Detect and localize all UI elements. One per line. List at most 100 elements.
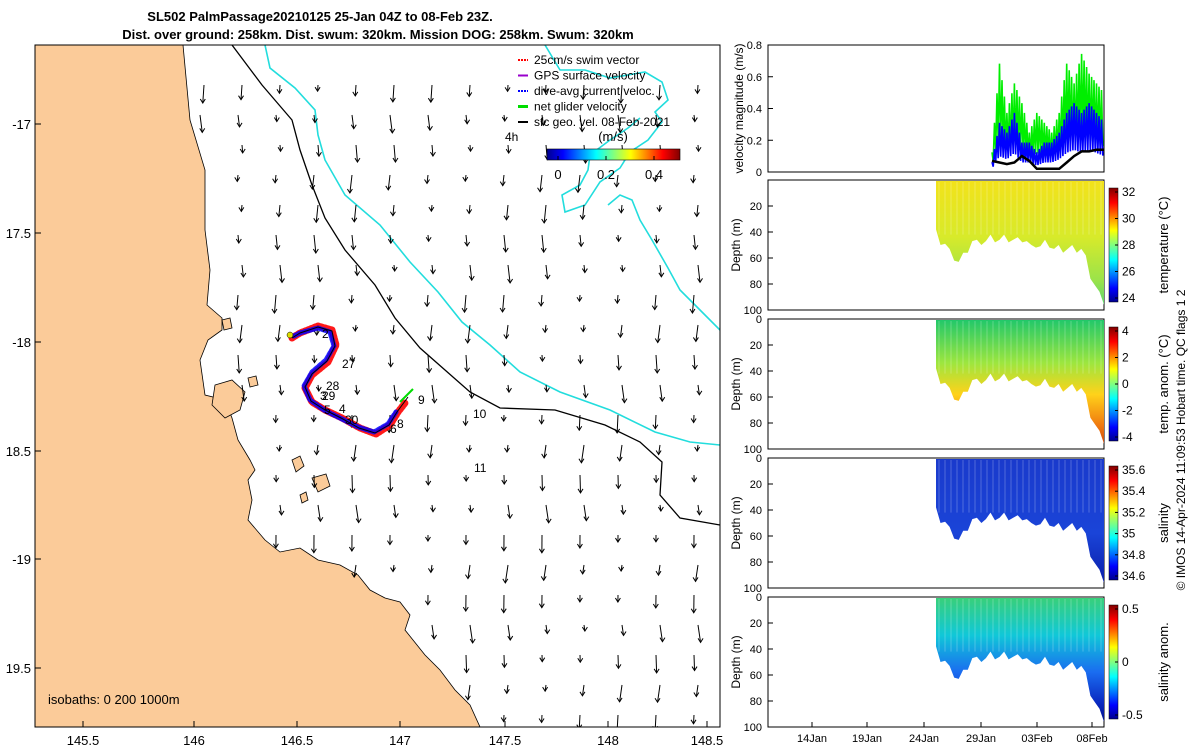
velocity-arrowhead <box>427 125 433 132</box>
velocity-arrow <box>389 234 392 244</box>
velocity-arrow <box>507 264 511 284</box>
velocity-arrowhead <box>463 540 469 546</box>
velocity-arrowhead <box>350 456 357 462</box>
velocity-arrow <box>655 654 658 673</box>
velocity-arrow <box>543 564 547 581</box>
velocity-arrowhead <box>581 268 588 274</box>
velocity-arrow <box>583 504 587 521</box>
velocity-arrow <box>353 204 357 222</box>
velocity-arrowhead <box>654 697 661 704</box>
velocity-arrowhead <box>430 151 436 158</box>
velocity-arrowhead <box>693 692 700 698</box>
temp-anomaly-y-tick-label: 80 <box>750 418 762 430</box>
map-colorbar <box>546 148 681 161</box>
velocity-arrowhead <box>692 364 698 371</box>
velocity-arrowhead <box>541 218 548 224</box>
isobath-label: isobaths: 0 200 1000m <box>48 692 180 707</box>
velocity-arrow <box>355 144 358 163</box>
velocity-arrow <box>505 204 509 220</box>
velocity-arrow <box>621 504 624 515</box>
salinity-anomaly-colorbar-tick-label: -0.5 <box>1122 708 1143 722</box>
velocity-arrowhead <box>351 572 358 579</box>
velocity-arrowhead <box>352 326 359 332</box>
velocity-arrowhead <box>389 97 396 103</box>
velocity-arrow <box>578 414 581 431</box>
velocity-arrowhead <box>469 638 476 644</box>
velocity-arrowhead <box>691 666 698 672</box>
track-day-label: 11 <box>474 461 487 475</box>
velocity-arrow <box>657 564 661 576</box>
velocity-arrowhead <box>349 488 356 494</box>
velocity-arrowhead <box>238 95 244 101</box>
velocity-arrowhead <box>654 122 661 129</box>
velocity-arrow <box>658 444 661 455</box>
velocity-arrow <box>695 684 699 697</box>
velocity-arrow <box>353 564 357 578</box>
velocity-arrow <box>355 504 360 523</box>
velocity-arrow <box>616 414 619 433</box>
temp-anomaly-y-tick-label: 20 <box>750 340 762 352</box>
velocity-arrow <box>581 684 585 696</box>
velocity-arrowhead <box>277 147 284 153</box>
velocity-arrow <box>583 384 587 398</box>
salinity-y-tick-label: 0 <box>756 453 762 465</box>
velocity-arrow <box>505 324 509 339</box>
velocity-arrowhead <box>309 305 316 311</box>
velocity-arrow <box>393 504 397 518</box>
temperature-y-tick-label: 20 <box>750 201 762 213</box>
velocity-arrowhead <box>658 272 665 278</box>
temp-anomaly-y-tick-label: 0 <box>756 314 762 326</box>
salinity-anomaly-panel: 0 20 40 60 80 100 Depth (m) 0.5 0 -0.5 salinity an… <box>729 592 1171 734</box>
velocity-arrowhead <box>582 393 589 399</box>
velocity-arrow <box>539 174 543 192</box>
map-land-island <box>211 379 246 419</box>
temp-anomaly-data-field <box>936 320 1104 444</box>
velocity-arrowhead <box>616 365 622 371</box>
velocity-arrow <box>696 84 699 94</box>
velocity-arrow <box>237 234 240 244</box>
velocity-arrow <box>465 234 468 247</box>
velocity-arrow <box>274 174 277 183</box>
velocity-arrow <box>275 234 278 250</box>
velocity-arrow <box>317 144 320 157</box>
velocity-arrowhead <box>691 117 698 123</box>
velocity-arrowhead <box>576 724 583 727</box>
map-x-tick-label: 148 <box>597 733 619 748</box>
velocity-arrow <box>389 354 392 367</box>
velocity-arrow <box>392 84 395 102</box>
velocity-arrowhead <box>500 416 507 423</box>
velocity-arrow <box>583 264 586 273</box>
map-land-island <box>247 375 259 388</box>
velocity-arrowhead <box>272 543 279 549</box>
velocity-arrowhead <box>696 510 703 516</box>
velocity-arrowhead <box>544 387 550 393</box>
velocity-arrow <box>697 384 700 395</box>
velocity-arrowhead <box>652 603 659 609</box>
velocity-arrowhead <box>541 453 548 459</box>
salinity-data-field <box>936 459 1104 583</box>
velocity-arrowhead <box>618 208 625 214</box>
velocity-arrowhead <box>461 307 468 314</box>
velocity-arrowhead <box>466 92 473 98</box>
velocity-arrowhead <box>239 148 246 154</box>
velocity-arrow <box>465 114 468 124</box>
velocity-arrowhead <box>617 98 624 104</box>
track-day-label: 6 <box>390 422 397 436</box>
velocity-arrowhead <box>693 212 700 218</box>
velocity-arrow <box>654 714 657 727</box>
velocity-arrowhead <box>385 185 392 191</box>
velocity-arrowhead <box>538 548 545 554</box>
velocity-arrow <box>465 354 468 372</box>
velocity-arrowhead <box>273 117 280 123</box>
velocity-arrowhead <box>694 446 701 452</box>
velocity-arrow <box>355 384 358 395</box>
velocity-arrow <box>469 384 473 399</box>
glider-track <box>288 322 414 438</box>
velocity-arrowhead <box>390 567 396 573</box>
velocity-arrow <box>427 114 431 131</box>
velocity-arrowhead <box>465 574 471 580</box>
velocity-arrowhead <box>617 332 624 339</box>
velocity-arrowhead <box>354 271 361 277</box>
velocity-arrow <box>427 354 430 373</box>
